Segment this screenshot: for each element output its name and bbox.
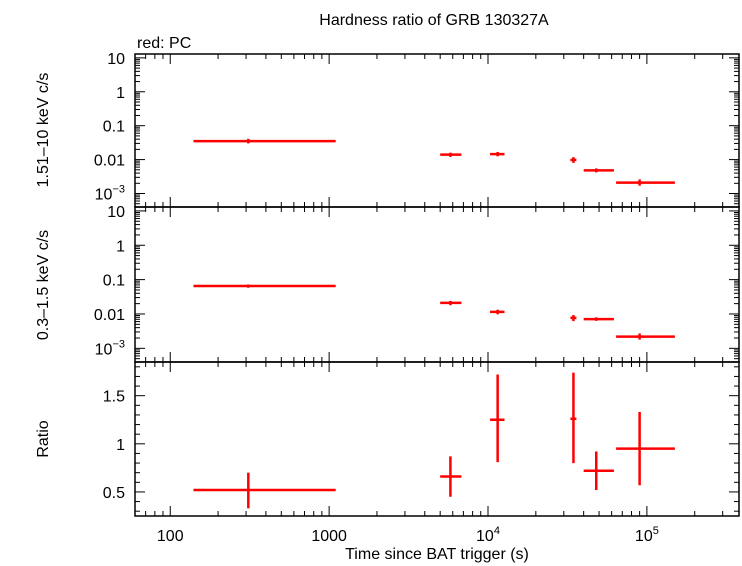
- chart-subtitle: red: PC: [137, 35, 191, 52]
- y-tick-label-ratio: 1.5: [103, 389, 125, 406]
- panel-frame-soft: [134, 206, 740, 363]
- data-point-soft-6: [616, 333, 675, 340]
- data-point-hard-3: [490, 151, 505, 157]
- y-tick-label-ratio: 0.5: [103, 485, 125, 502]
- data-point-hard-6: [616, 179, 675, 186]
- panel-frame-ratio: [134, 361, 740, 517]
- y-tick-label-hard: 1: [116, 85, 125, 102]
- y-tick-label-hard: 10: [107, 51, 125, 68]
- data-point-hard-1: [193, 138, 336, 144]
- x-tick-label: 100: [157, 528, 184, 545]
- data-point-ratio-4: [570, 372, 577, 464]
- data-point-soft-1: [193, 284, 336, 288]
- y-axis-label-ratio: Ratio: [35, 420, 52, 457]
- x-tick-label: 104: [476, 525, 500, 545]
- y-tick-label-soft: 0.01: [94, 307, 125, 324]
- y-tick-label-soft: 10−3: [95, 338, 125, 358]
- data-point-soft-5: [583, 317, 614, 321]
- x-tick-label: 1000: [311, 528, 347, 545]
- data-point-hard-2: [440, 152, 462, 157]
- panel-soft: 10 1 0.1 0.01 10−3 0.3–1.5 keV c/s: [35, 204, 740, 363]
- data-point-soft-3: [490, 309, 505, 315]
- y-axis-label-hard: 1.51–10 keV c/s: [35, 73, 52, 188]
- x-tick-label: 105: [635, 525, 659, 545]
- data-point-hard-5: [583, 168, 614, 173]
- y-tick-label-hard: 10−3: [95, 184, 125, 204]
- data-point-ratio-2: [440, 456, 462, 497]
- data-point-ratio-3: [490, 374, 505, 463]
- y-tick-label-ratio: 1: [116, 437, 125, 454]
- data-point-soft-4: [570, 315, 577, 322]
- data-point-ratio-6: [616, 412, 675, 486]
- y-axis-label-soft: 0.3–1.5 keV c/s: [35, 230, 52, 340]
- x-tick-labels: 100 1000 104 105: [157, 525, 659, 545]
- data-point-hard-4: [570, 157, 577, 163]
- y-tick-label-hard: 0.1: [103, 119, 125, 136]
- y-tick-label-hard: 0.01: [94, 153, 125, 170]
- data-point-ratio-1: [193, 472, 336, 509]
- data-point-ratio-5: [583, 451, 614, 491]
- chart-title: Hardness ratio of GRB 130327A: [319, 12, 549, 29]
- panel-frame-hard: [134, 53, 740, 208]
- data-point-soft-2: [440, 300, 462, 306]
- x-axis-label: Time since BAT trigger (s): [345, 546, 529, 563]
- y-tick-label-soft: 1: [116, 238, 125, 255]
- panel-hard: 10 1 0.1 0.01 10−3 1.51–10 keV c/s: [35, 51, 740, 208]
- panel-ratio: 0.5 1 1.5 Ratio: [35, 361, 740, 517]
- y-tick-label-soft: 0.1: [103, 273, 125, 290]
- y-tick-label-soft: 10: [107, 204, 125, 221]
